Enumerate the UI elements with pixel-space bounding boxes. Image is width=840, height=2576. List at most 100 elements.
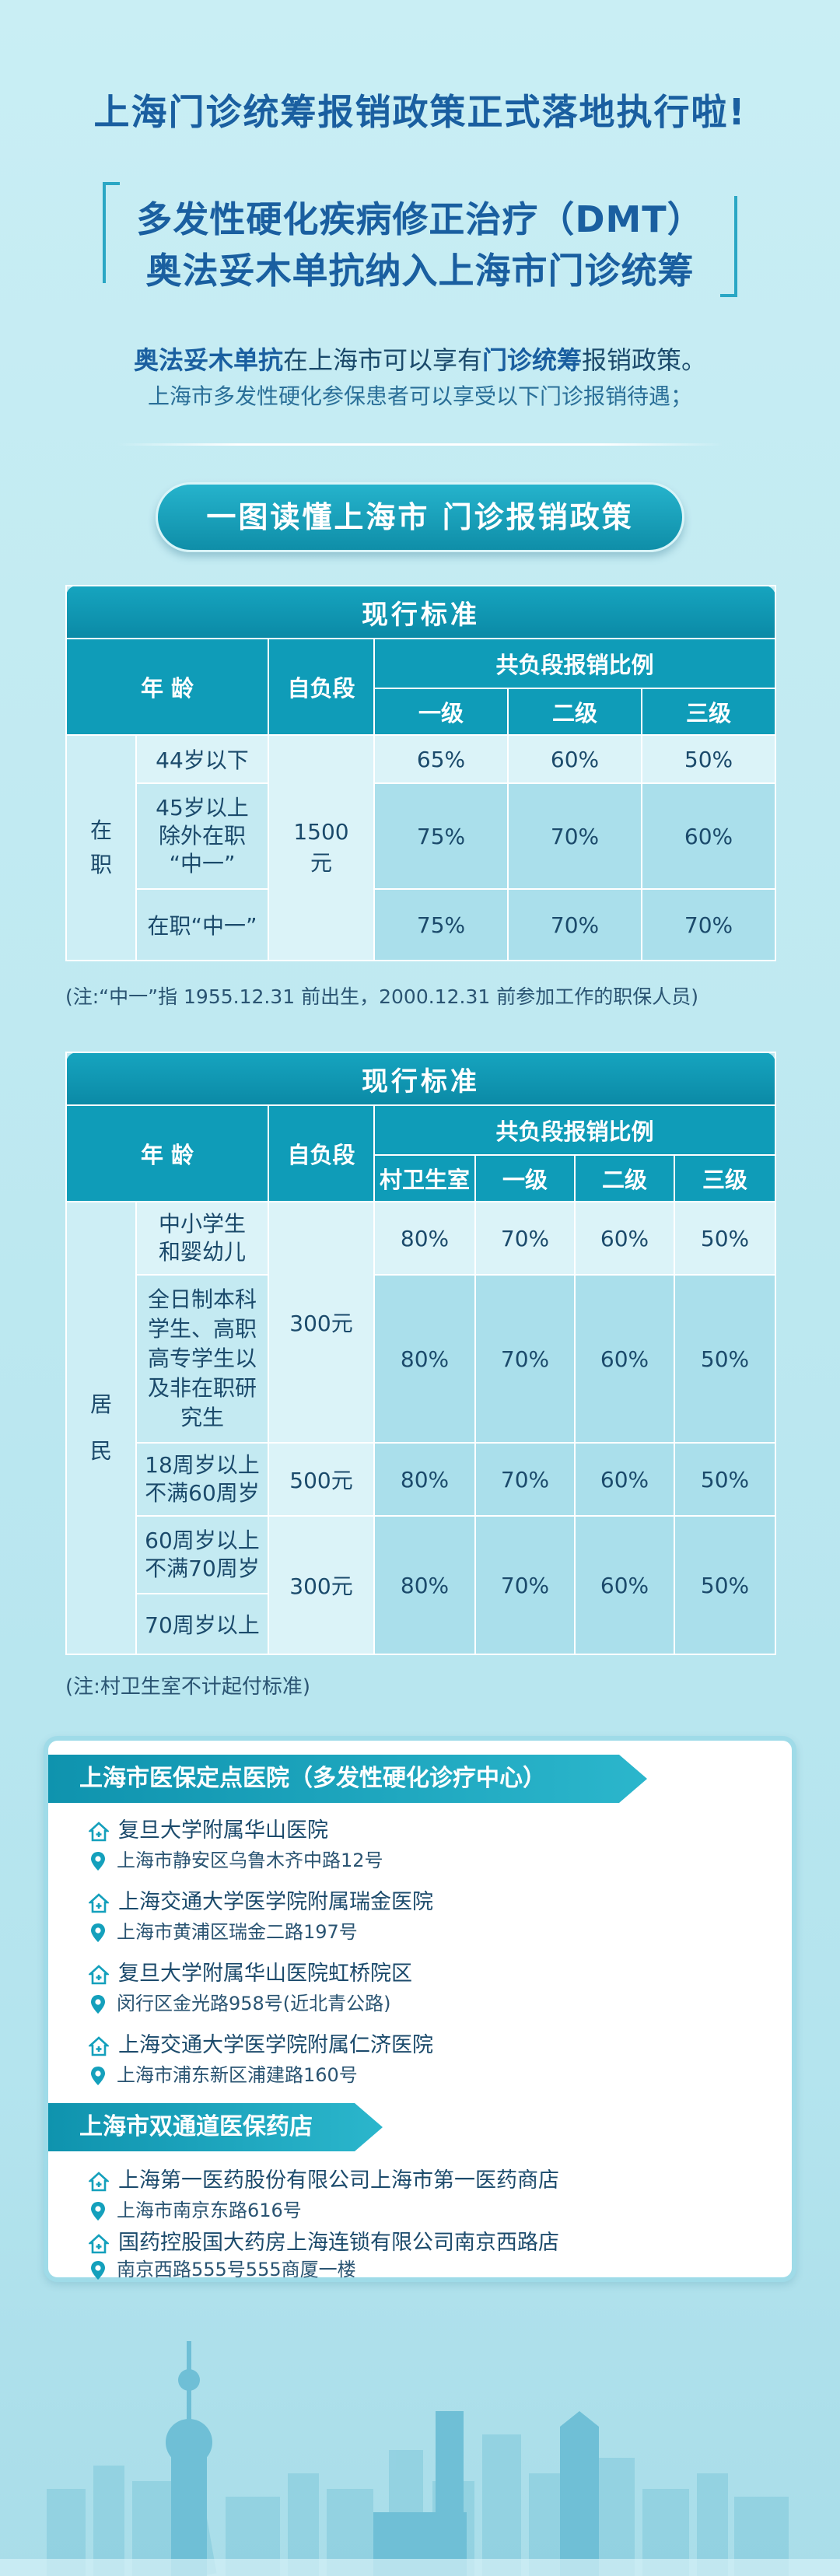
table2-cell: 80% bbox=[373, 1515, 476, 1655]
hospital-icon bbox=[89, 1821, 109, 1841]
table2-deduct-value: 300元 bbox=[268, 1201, 375, 1444]
location-pin-icon bbox=[91, 1995, 105, 2014]
table2-cell: 50% bbox=[674, 1442, 776, 1517]
table2-cell: 70% bbox=[474, 1515, 576, 1655]
intro-policy-name: 门诊统筹 bbox=[482, 345, 583, 375]
pharmacy-entry: 上海第一医药股份有限公司上海市第一医药商店 上海市南京东路616号 bbox=[89, 2165, 773, 2224]
pharmacies-section-title: 上海市双通道医保药店 bbox=[48, 2103, 383, 2151]
intro-text2: 报销政策。 bbox=[582, 345, 707, 375]
hospital-entry: 复旦大学附属华山医院虹桥院区 闵行区金光路958号(近北青公路) bbox=[89, 1958, 773, 2018]
table2-cell: 70% bbox=[474, 1274, 576, 1444]
hospital-icon bbox=[89, 1964, 109, 1984]
hospital-card: 上海市医保定点医院（多发性硬化诊疗中心） 复旦大学附属华山医院 上海市静安区乌鲁… bbox=[44, 1736, 796, 2282]
intro-drug-name: 奥法妥木单抗 bbox=[133, 345, 283, 375]
table1-cell: 60% bbox=[640, 782, 777, 890]
pharmacy-name: 上海第一医药股份有限公司上海市第一医药商店 bbox=[118, 2168, 559, 2193]
resident-policy-table: 现行标准 年 龄 自负段 共负段报销比例 村卫生室 一级 二级 三级 居 民 中… bbox=[65, 1052, 776, 1655]
table2-cell: 80% bbox=[373, 1274, 476, 1444]
location-pin-icon bbox=[91, 1923, 105, 1942]
table2-cell: 50% bbox=[674, 1515, 776, 1655]
table2-cell: 60% bbox=[574, 1274, 675, 1444]
intro-line1: 奥法妥木单抗在上海市可以享有门诊统筹报销政策。 bbox=[0, 341, 840, 376]
subtitle-line1: 多发性硬化疾病修正治疗（DMT） bbox=[136, 198, 704, 240]
hospital-entry: 复旦大学附属华山医院 上海市静安区乌鲁木齐中路12号 bbox=[89, 1815, 773, 1874]
table1-age-header: 年 龄 bbox=[65, 638, 269, 736]
pharmacy-icon bbox=[89, 2233, 109, 2253]
table2-cell: 50% bbox=[674, 1201, 776, 1276]
hospital-entry: 上海交通大学医学院附属瑞金医院 上海市黄浦区瑞金二路197号 bbox=[89, 1887, 773, 1946]
table1-deduct-header: 自负段 bbox=[268, 638, 375, 736]
table1-level-1: 一级 bbox=[373, 688, 509, 736]
pharmacy-icon bbox=[89, 2171, 109, 2191]
table2-age-header: 年 龄 bbox=[65, 1104, 269, 1202]
table2-level-1: 一级 bbox=[474, 1154, 576, 1202]
hospital-name: 复旦大学附属华山医院虹桥院区 bbox=[118, 1962, 412, 1986]
hospital-name: 上海交通大学医学院附属瑞金医院 bbox=[118, 1890, 433, 1914]
table2-banner: 现行标准 bbox=[65, 1052, 776, 1106]
table2-deduct-header: 自负段 bbox=[268, 1104, 375, 1202]
policy-pill-header: 一图读懂上海市 门诊报销政策 bbox=[156, 482, 684, 552]
location-pin-icon bbox=[91, 2261, 105, 2280]
location-pin-icon bbox=[91, 2067, 105, 2085]
divider bbox=[117, 443, 723, 446]
table1-note: (注:“中一”指 1955.12.31 前出生，2000.12.31 前参加工作… bbox=[65, 985, 698, 1008]
intro-text1: 在上海市可以享有 bbox=[282, 345, 482, 375]
intro-line2: 上海市多发性硬化参保患者可以享受以下门诊报销待遇； bbox=[147, 383, 692, 409]
subtitle-line2: 奥法妥木单抗纳入上海市门诊统筹 bbox=[145, 250, 695, 292]
table2-cell: 50% bbox=[674, 1274, 776, 1444]
table2-group-label: 居 民 bbox=[65, 1201, 137, 1655]
table1-level-3: 三级 bbox=[640, 688, 777, 736]
table2-row-age: 全日制本科 学生、高职 高专学生以 及非在职研 究生 bbox=[135, 1274, 269, 1444]
skyline-illustration bbox=[0, 2341, 840, 2576]
hospital-icon bbox=[89, 1892, 109, 1913]
employee-policy-table: 现行标准 年 龄 自负段 共负段报销比例 一级 二级 三级 在 职 44岁以下 … bbox=[65, 585, 777, 961]
table1-cell: 70% bbox=[507, 888, 642, 961]
table1-row-age: 在职“中一” bbox=[135, 888, 269, 961]
table1-cell: 75% bbox=[373, 782, 509, 890]
subtitle-box: 多发性硬化疾病修正治疗（DMT） 奥法妥木单抗纳入上海市门诊统筹 bbox=[103, 177, 737, 302]
table2-cell: 60% bbox=[574, 1515, 675, 1655]
hospital-entry: 上海交通大学医学院附属仁济医院 上海市浦东新区浦建路160号 bbox=[89, 2030, 773, 2089]
table1-ratio-header: 共负段报销比例 bbox=[373, 638, 777, 689]
location-pin-icon bbox=[91, 1852, 105, 1871]
table2-cell: 80% bbox=[373, 1442, 476, 1517]
pharmacy-name: 国药控股国大药房上海连锁有限公司南京西路店 bbox=[118, 2231, 559, 2255]
table2-cell: 60% bbox=[574, 1442, 675, 1517]
table2-note: (注:村卫生室不计起付标准) bbox=[65, 1675, 311, 1699]
pharmacy-address: 南京西路555号555商厦一楼 bbox=[117, 2259, 356, 2280]
table2-level-3: 三级 bbox=[674, 1154, 776, 1202]
table1-cell: 70% bbox=[640, 888, 777, 961]
table1-cell: 60% bbox=[507, 734, 642, 784]
hospital-address: 上海市静安区乌鲁木齐中路12号 bbox=[117, 1850, 383, 1871]
bracket-left bbox=[103, 182, 120, 283]
table2-cell: 80% bbox=[373, 1201, 476, 1276]
table2-cell: 70% bbox=[474, 1442, 576, 1517]
pharmacy-address: 上海市南京东路616号 bbox=[117, 2200, 302, 2221]
table2-row-age: 中小学生 和婴幼儿 bbox=[135, 1201, 269, 1276]
hospital-address: 闵行区金光路958号(近北青公路) bbox=[117, 1993, 391, 2014]
table2-row-age: 18周岁以上 不满60周岁 bbox=[135, 1442, 269, 1517]
table2-cell: 70% bbox=[474, 1201, 576, 1276]
location-pin-icon bbox=[91, 2202, 105, 2221]
table1-deduct-value: 1500 元 bbox=[268, 734, 375, 961]
table2-level-village: 村卫生室 bbox=[373, 1154, 476, 1202]
pharmacy-entry: 国药控股国大药房上海连锁有限公司南京西路店 南京西路555号555商厦一楼 bbox=[89, 2228, 773, 2280]
table2-row-age: 70周岁以上 bbox=[135, 1593, 269, 1655]
hospitals-section-title: 上海市医保定点医院（多发性硬化诊疗中心） bbox=[48, 1755, 647, 1803]
table2-deduct-value: 500元 bbox=[268, 1442, 375, 1517]
table2-row-age: 60周岁以上 不满70周岁 bbox=[135, 1515, 269, 1594]
bracket-right bbox=[720, 196, 737, 297]
table2-deduct-value: 300元 bbox=[268, 1515, 375, 1655]
page-title: 上海门诊统筹报销政策正式落地执行啦! bbox=[93, 91, 747, 133]
hospital-icon bbox=[89, 2035, 109, 2056]
table1-cell: 50% bbox=[640, 734, 777, 784]
table2-level-2: 二级 bbox=[574, 1154, 675, 1202]
table1-cell: 70% bbox=[507, 782, 642, 890]
hospital-name: 复旦大学附属华山医院 bbox=[118, 1818, 328, 1843]
table1-level-2: 二级 bbox=[507, 688, 642, 736]
table1-cell: 75% bbox=[373, 888, 509, 961]
table1-group-label: 在 职 bbox=[65, 734, 137, 961]
table1-cell: 65% bbox=[373, 734, 509, 784]
table1-row-age: 44岁以下 bbox=[135, 734, 269, 784]
table1-banner: 现行标准 bbox=[65, 585, 777, 639]
